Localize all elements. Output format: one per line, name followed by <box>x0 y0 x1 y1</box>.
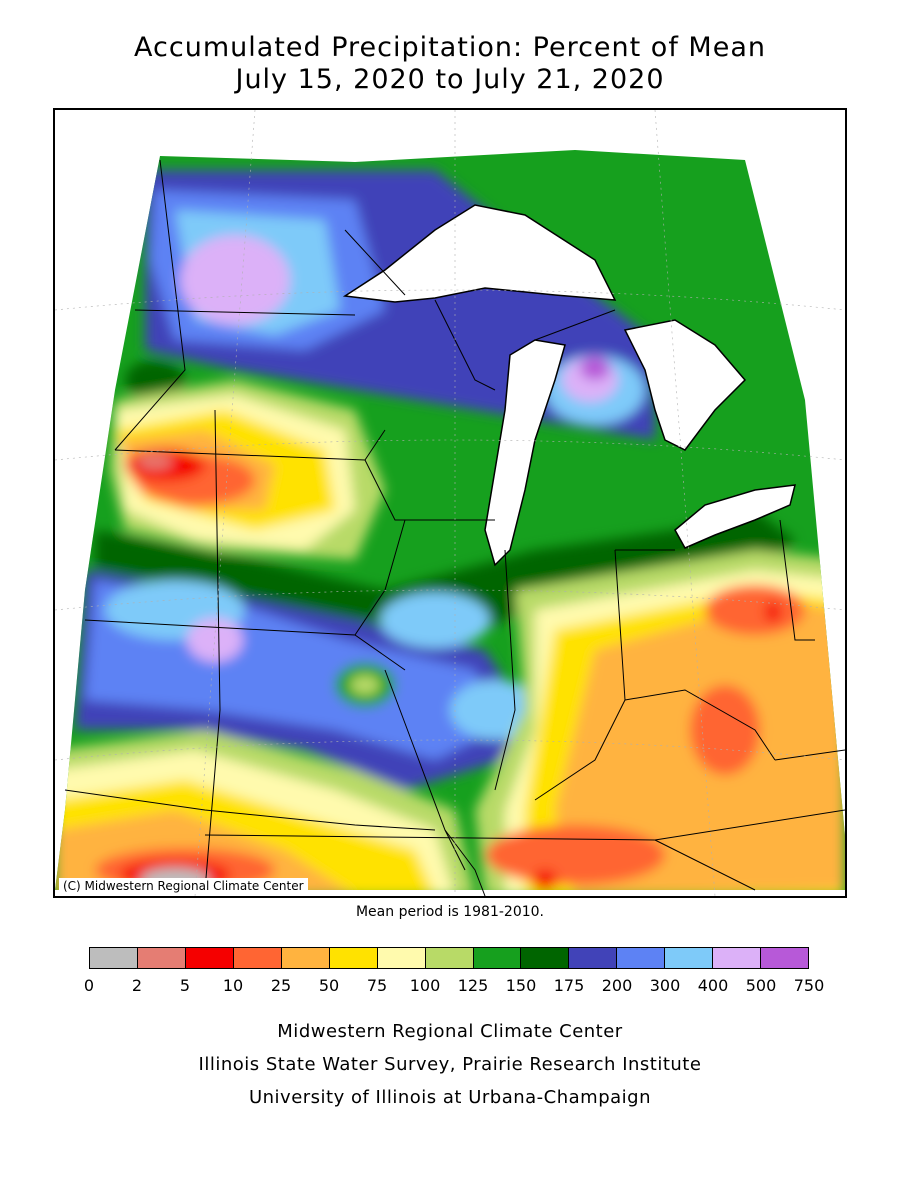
legend-swatch-12 <box>665 948 714 968</box>
legend-swatch-13 <box>713 948 762 968</box>
legend-swatch-11 <box>617 948 666 968</box>
great-lakes <box>342 204 796 567</box>
legend-tick-15: 750 <box>793 976 825 995</box>
legend-swatch-5 <box>329 948 378 968</box>
lake-huron <box>623 319 747 451</box>
legend-tick-14: 500 <box>745 976 777 995</box>
legend-tick-labels: 0 2 5 10 25 50 75 100 125 150 175 200 300 400 500 750 <box>0 976 900 996</box>
map-date-range: July 15, 2020 to July 21, 2020 <box>235 64 665 95</box>
legend-tick-4: 25 <box>270 976 292 995</box>
legend-swatch-3 <box>233 948 282 968</box>
legend-swatch-7 <box>425 948 474 968</box>
credit-line-3: University of Illinois at Urbana-Champai… <box>248 1087 652 1108</box>
legend-tick-6: 75 <box>366 976 388 995</box>
lake-michigan <box>484 339 566 567</box>
legend-swatch-10 <box>569 948 618 968</box>
map-title: Accumulated Precipitation: Percent of Me… <box>134 32 766 63</box>
precipitation-map: (C) Midwestern Regional Climate Center <box>53 108 847 898</box>
legend-swatch-8 <box>473 948 522 968</box>
credit-line-1: Midwestern Regional Climate Center <box>277 1021 623 1042</box>
legend-tick-1: 2 <box>131 976 143 995</box>
legend-tick-7: 100 <box>409 976 441 995</box>
legend-tick-13: 400 <box>697 976 729 995</box>
lake-erie <box>674 484 796 549</box>
color-scale-legend <box>89 947 809 969</box>
legend-swatch-2 <box>185 948 234 968</box>
legend-swatch-0 <box>90 948 138 968</box>
map-canvas <box>55 110 845 896</box>
legend-tick-3: 10 <box>222 976 244 995</box>
lake-superior <box>342 204 617 303</box>
legend-tick-8: 125 <box>457 976 489 995</box>
credit-line-2: Illinois State Water Survey, Prairie Res… <box>198 1054 702 1075</box>
legend-swatch-4 <box>281 948 330 968</box>
legend-swatch-1 <box>137 948 186 968</box>
legend-swatch-9 <box>521 948 570 968</box>
graticule <box>55 110 845 896</box>
legend-tick-10: 175 <box>553 976 585 995</box>
legend-tick-9: 150 <box>505 976 537 995</box>
map-copyright: (C) Midwestern Regional Climate Center <box>59 878 308 894</box>
legend-swatch-14 <box>761 948 809 968</box>
legend-tick-12: 300 <box>649 976 681 995</box>
legend-tick-2: 5 <box>179 976 191 995</box>
legend-tick-0: 0 <box>83 976 95 995</box>
mean-period-note: Mean period is 1981-2010. <box>355 904 545 920</box>
legend-tick-11: 200 <box>601 976 633 995</box>
legend-tick-5: 50 <box>318 976 340 995</box>
legend-swatch-6 <box>377 948 426 968</box>
